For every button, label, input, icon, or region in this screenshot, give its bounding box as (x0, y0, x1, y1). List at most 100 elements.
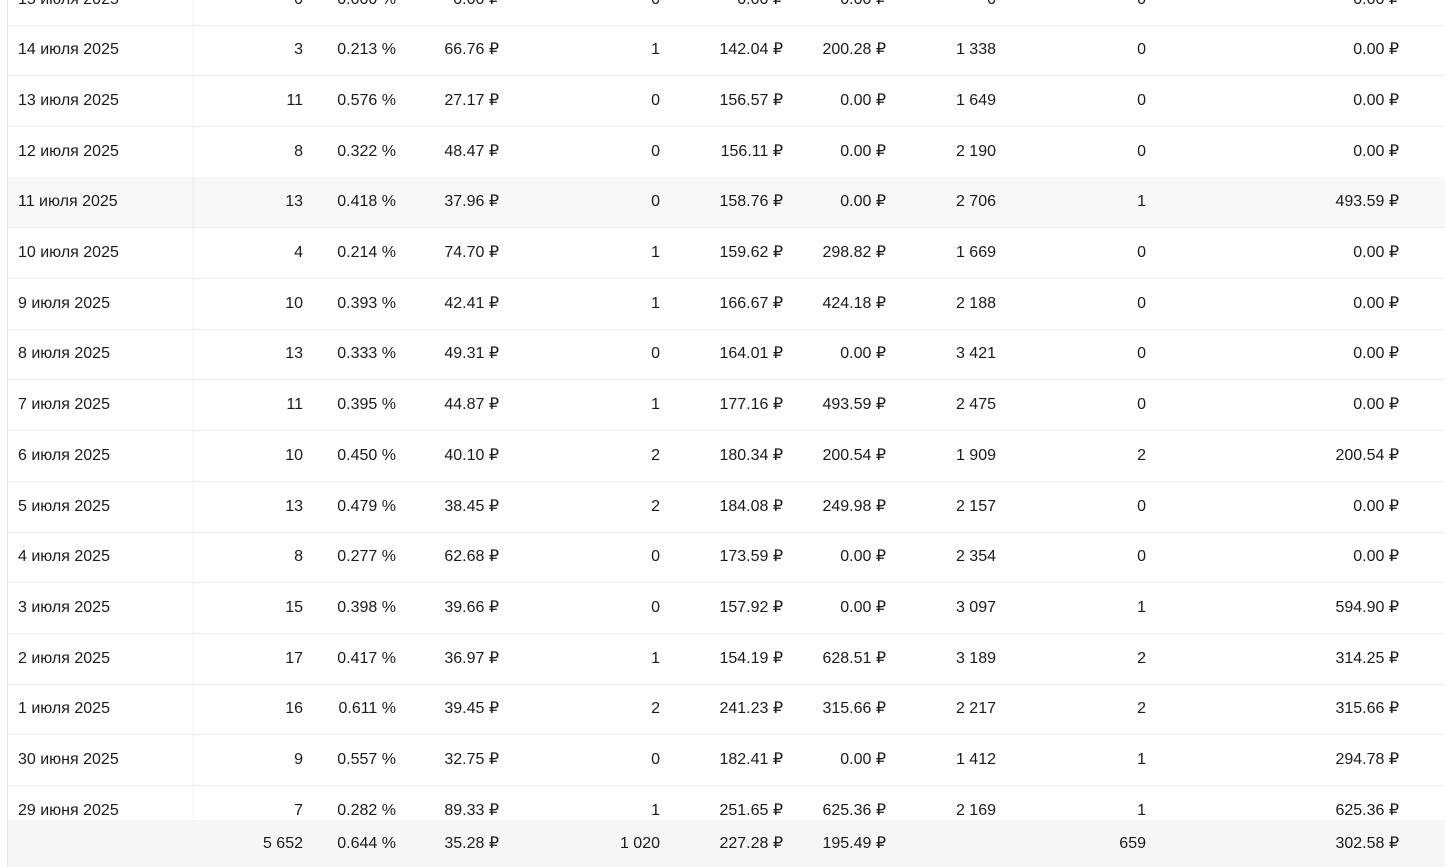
total-cell: 659 (1119, 835, 1146, 852)
value-cell: 37.96 ₽ (444, 193, 499, 211)
value-cell: 0 (294, 0, 303, 25)
value-cell: 594.90 ₽ (1335, 598, 1399, 616)
table-row[interactable]: 5 июля 2025 13 0.479 % 38.45 ₽ 2 184.08 ₽ 249.… (8, 482, 1445, 533)
table-row[interactable]: 14 июля 2025 3 0.213 % 66.76 ₽ 1 142.04 ₽ 200.… (8, 25, 1445, 77)
value-cell: 0.00 ₽ (840, 548, 886, 566)
value-cell: 39.45 ₽ (444, 700, 499, 718)
value-cell: 0.00 ₽ (1353, 294, 1399, 312)
value-cell: 1 (1137, 193, 1146, 211)
value-cell: 1 (1137, 751, 1146, 768)
value-cell: 48.47 ₽ (444, 142, 499, 160)
value-cell: 3 097 (955, 598, 996, 616)
value-cell: 182.41 ₽ (719, 751, 783, 768)
value-cell: 2 (651, 700, 660, 718)
value-cell: 0.00 ₽ (840, 598, 886, 616)
value-cell: 625.36 ₽ (822, 801, 886, 819)
value-cell: 7 (294, 801, 303, 819)
value-cell: 0 (651, 91, 660, 109)
value-cell: 13 (285, 345, 303, 363)
table-row[interactable]: 10 июля 2025 4 0.214 % 74.70 ₽ 1 159.62 ₽ 298.… (8, 228, 1445, 279)
table-row[interactable]: 4 июля 2025 8 0.277 % 62.68 ₽ 0 173.59 ₽ 0.00 … (8, 532, 1445, 584)
value-cell: 298.82 ₽ (822, 244, 886, 261)
date-cell: 2 июля 2025 (18, 649, 110, 667)
table-row[interactable]: 12 июля 2025 8 0.322 % 48.47 ₽ 0 156.11 ₽ 0.00… (8, 127, 1445, 178)
value-cell: 49.31 ₽ (444, 345, 499, 363)
value-cell: 10 (285, 294, 303, 312)
value-cell: 16 (285, 700, 303, 718)
value-cell: 625.36 ₽ (1335, 801, 1399, 819)
table-row[interactable]: 3 июля 2025 15 0.398 % 39.66 ₽ 0 157.92 ₽ 0.00… (8, 583, 1445, 634)
table-row[interactable]: 8 июля 2025 13 0.333 % 49.31 ₽ 0 164.01 ₽ 0.00… (8, 329, 1445, 381)
value-cell: 38.45 ₽ (444, 497, 499, 515)
table-row[interactable]: 11 июля 2025 13 0.418 % 37.96 ₽ 0 158.76 ₽ 0.0… (8, 177, 1445, 229)
value-cell: 315.66 ₽ (822, 700, 886, 718)
value-cell: 0.00 ₽ (1353, 396, 1399, 414)
value-cell: 0.450 % (337, 446, 396, 464)
value-cell: 0 (651, 548, 660, 566)
value-cell: 0.576 % (337, 91, 396, 109)
value-cell: 0 (987, 0, 996, 25)
value-cell: 42.41 ₽ (444, 294, 499, 312)
value-cell: 0.322 % (337, 142, 396, 160)
value-cell: 2 (651, 497, 660, 515)
date-cell: 4 июля 2025 (18, 548, 110, 566)
value-cell: 241.23 ₽ (719, 700, 783, 718)
table-row[interactable]: 7 июля 2025 11 0.395 % 44.87 ₽ 1 177.16 ₽ 493.… (8, 380, 1445, 432)
date-cell: 1 июля 2025 (18, 700, 110, 718)
date-cell: 14 июля 2025 (18, 41, 119, 59)
value-cell: 39.66 ₽ (444, 598, 499, 616)
value-cell: 0.00 ₽ (840, 751, 886, 768)
table-row[interactable]: 30 июня 2025 9 0.557 % 32.75 ₽ 0 182.41 ₽ 0.00… (8, 735, 1445, 786)
total-cell: 227.28 ₽ (719, 835, 783, 852)
date-cell: 5 июля 2025 (18, 497, 110, 515)
date-cell: 15 июля 2025 (18, 0, 119, 25)
value-cell: 157.92 ₽ (719, 598, 783, 616)
date-cell: 6 июля 2025 (18, 446, 110, 464)
value-cell: 1 (651, 649, 660, 667)
value-cell: 3 189 (955, 649, 996, 667)
value-cell: 251.65 ₽ (719, 801, 783, 819)
value-cell: 0.611 % (338, 700, 396, 718)
value-cell: 0.00 ₽ (1353, 91, 1399, 109)
value-cell: 0.00 ₽ (1353, 142, 1399, 160)
value-cell: 0 (651, 142, 660, 160)
table-row[interactable]: 9 июля 2025 10 0.393 % 42.41 ₽ 1 166.67 ₽ 424.… (8, 279, 1445, 330)
value-cell: 0.213 % (337, 41, 396, 59)
total-cell: 0.644 % (337, 835, 396, 852)
value-cell: 44.87 ₽ (444, 396, 499, 414)
value-cell: 36.97 ₽ (444, 649, 499, 667)
value-cell: 164.01 ₽ (719, 345, 783, 363)
value-cell: 315.66 ₽ (1335, 700, 1399, 718)
value-cell: 3 421 (955, 345, 996, 363)
value-cell: 177.16 ₽ (719, 396, 783, 414)
value-cell: 0 (651, 193, 660, 211)
value-cell: 200.28 ₽ (822, 41, 886, 59)
value-cell: 493.59 ₽ (1335, 193, 1399, 211)
value-cell: 11 (286, 396, 303, 414)
value-cell: 0 (651, 598, 660, 616)
value-cell: 0.557 % (337, 751, 396, 768)
table-row[interactable]: 1 июля 2025 16 0.611 % 39.45 ₽ 2 241.23 ₽ 315.… (8, 684, 1445, 736)
value-cell: 0 (1137, 41, 1146, 59)
date-cell: 30 июня 2025 (18, 751, 119, 768)
value-cell: 0.417 % (337, 649, 396, 667)
table-row[interactable]: 15 июля 2025 0 0.000 % 0.00 ₽ 0 0.00 ₽ 0.00 ₽ 0… (8, 0, 1445, 26)
value-cell: 1 (651, 294, 660, 312)
value-cell: 156.11 ₽ (720, 142, 783, 160)
value-cell: 2 354 (955, 548, 996, 566)
date-cell: 8 июля 2025 (18, 345, 110, 363)
value-cell: 10 (285, 446, 303, 464)
table-row[interactable]: 6 июля 2025 10 0.450 % 40.10 ₽ 2 180.34 ₽ 200.… (8, 431, 1445, 482)
value-cell: 0.00 ₽ (840, 193, 886, 211)
value-cell: 1 909 (955, 446, 996, 464)
value-cell: 0 (1137, 345, 1146, 363)
value-cell: 62.68 ₽ (444, 548, 499, 566)
value-cell: 154.19 ₽ (719, 649, 783, 667)
value-cell: 0.000 % (337, 0, 396, 25)
total-cell: 5 652 (262, 835, 303, 852)
table-row[interactable]: 13 июля 2025 11 0.576 % 27.17 ₽ 0 156.57 ₽ 0.0… (8, 76, 1445, 127)
value-cell: 0.282 % (337, 801, 396, 819)
table-row[interactable]: 2 июля 2025 17 0.417 % 36.97 ₽ 1 154.19 ₽ 628.… (8, 634, 1445, 685)
value-cell: 0 (651, 751, 660, 768)
